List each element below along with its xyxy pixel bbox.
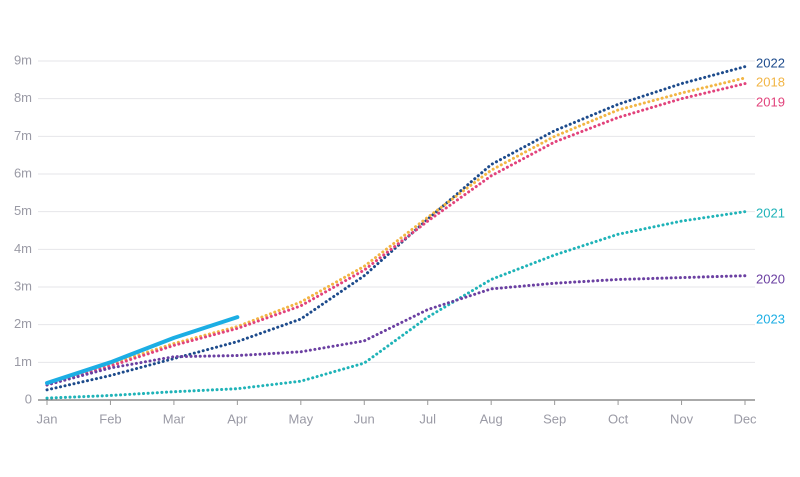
x-tick-label: Mar [163, 411, 186, 426]
y-tick-label: 1m [14, 354, 32, 369]
y-tick-label: 0 [25, 391, 32, 406]
x-tick-label: Nov [670, 411, 694, 426]
y-tick-label: 6m [14, 165, 32, 180]
x-tick-label: Dec [733, 411, 757, 426]
y-tick-label: 3m [14, 278, 32, 293]
x-tick-label: May [289, 411, 314, 426]
series-label: 2021 [756, 205, 785, 220]
series-line [45, 76, 747, 387]
y-tick-label: 9m [14, 52, 32, 67]
y-tick-label: 8m [14, 90, 32, 105]
series-line [45, 82, 747, 387]
y-tick-label: 2m [14, 316, 32, 331]
series-label: 2019 [756, 94, 785, 109]
x-tick-label: Jul [419, 411, 436, 426]
x-tick-label: Jun [354, 411, 375, 426]
series-label: 2018 [756, 74, 785, 89]
x-tick-label: Oct [608, 411, 629, 426]
series-line [45, 315, 240, 386]
x-tick-label: Feb [99, 411, 121, 426]
x-tick-label: Sep [543, 411, 566, 426]
series-label: 2023 [756, 311, 785, 326]
series-line [45, 274, 747, 387]
x-tick-label: Jan [37, 411, 58, 426]
series-label: 2022 [756, 55, 785, 70]
x-tick-label: Aug [480, 411, 503, 426]
series-label: 2020 [756, 271, 785, 286]
y-tick-label: 7m [14, 128, 32, 143]
y-tick-label: 4m [14, 241, 32, 256]
series-line [45, 210, 747, 400]
y-tick-label: 5m [14, 203, 32, 218]
x-tick-label: Apr [227, 411, 248, 426]
series-line [45, 65, 747, 392]
